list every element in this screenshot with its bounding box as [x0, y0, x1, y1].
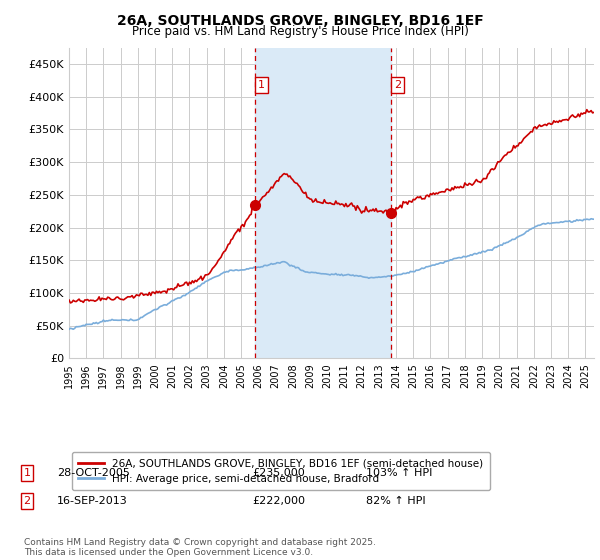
Text: £235,000: £235,000 [252, 468, 305, 478]
Text: Price paid vs. HM Land Registry's House Price Index (HPI): Price paid vs. HM Land Registry's House … [131, 25, 469, 38]
Text: £222,000: £222,000 [252, 496, 305, 506]
Text: 2: 2 [23, 496, 31, 506]
Text: Contains HM Land Registry data © Crown copyright and database right 2025.
This d: Contains HM Land Registry data © Crown c… [24, 538, 376, 557]
Text: 28-OCT-2005: 28-OCT-2005 [57, 468, 130, 478]
Text: 82% ↑ HPI: 82% ↑ HPI [366, 496, 425, 506]
Text: 103% ↑ HPI: 103% ↑ HPI [366, 468, 433, 478]
Legend: 26A, SOUTHLANDS GROVE, BINGLEY, BD16 1EF (semi-detached house), HPI: Average pri: 26A, SOUTHLANDS GROVE, BINGLEY, BD16 1EF… [71, 452, 490, 490]
Text: 1: 1 [23, 468, 31, 478]
Text: 26A, SOUTHLANDS GROVE, BINGLEY, BD16 1EF: 26A, SOUTHLANDS GROVE, BINGLEY, BD16 1EF [116, 14, 484, 28]
Text: 2: 2 [394, 80, 401, 90]
Text: 1: 1 [258, 80, 265, 90]
Text: 16-SEP-2013: 16-SEP-2013 [57, 496, 128, 506]
Bar [255, 48, 391, 358]
